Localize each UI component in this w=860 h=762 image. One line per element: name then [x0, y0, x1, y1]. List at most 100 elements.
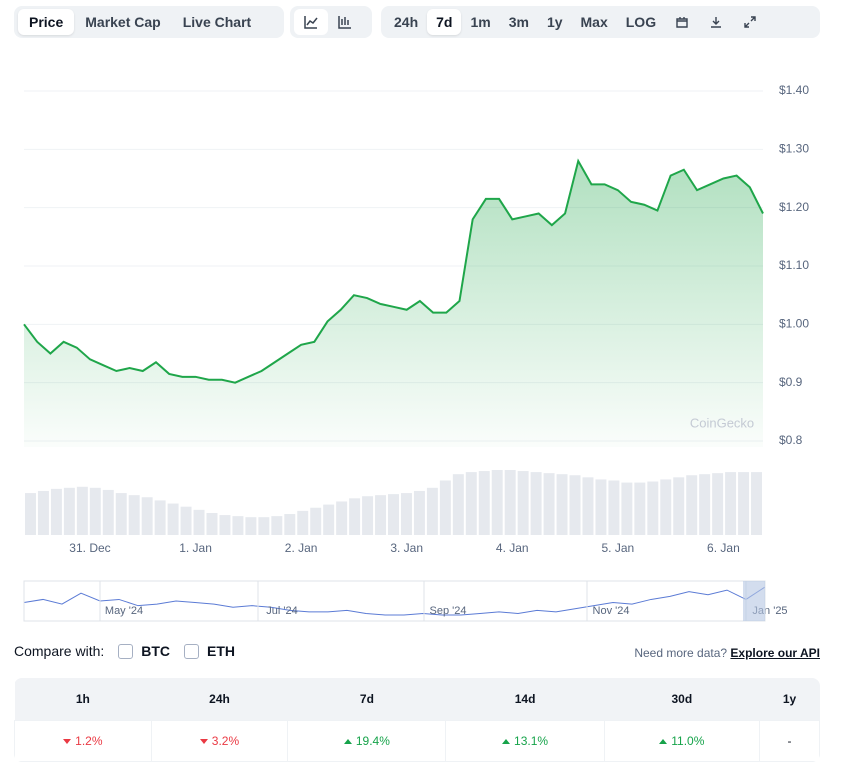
line-icon[interactable]: [294, 9, 328, 35]
compare-label: Compare with:: [14, 643, 105, 659]
x-tick-label: 1. Jan: [179, 541, 212, 555]
range[interactable]: Max: [580, 14, 608, 30]
volume-bar: [154, 500, 166, 535]
icon: [304, 16, 318, 29]
range[interactable]: LOG: [625, 14, 657, 30]
compare-option[interactable]: BTC: [141, 643, 171, 659]
trend-arrow: [63, 739, 72, 745]
checkbox[interactable]: [184, 643, 200, 659]
volume-bar: [595, 479, 607, 535]
column-header: 14d: [445, 678, 605, 721]
volume-bar: [63, 487, 75, 535]
cell: 3.2%: [150, 720, 289, 762]
trend-arrow: [659, 739, 668, 745]
volume-bar: [102, 489, 114, 535]
tool-icon[interactable]: [665, 9, 699, 35]
icon: [711, 17, 722, 28]
volume-bar: [413, 490, 425, 535]
cell: 1.2%: [14, 720, 152, 762]
tab[interactable]: Price: [18, 9, 75, 35]
y-tick-label: $1.10: [779, 258, 809, 272]
volume-bar: [686, 475, 698, 535]
volume-bar: [167, 503, 179, 535]
volume-bar: [608, 480, 620, 535]
price-area: [24, 161, 763, 447]
volume-bar: [310, 507, 322, 535]
cell: 11.0%: [603, 720, 761, 762]
range[interactable]: 24h: [394, 14, 419, 30]
tab[interactable]: Market Cap: [85, 14, 161, 30]
volume-bar: [699, 474, 711, 535]
column-header: 1h: [14, 678, 152, 721]
tool-icon[interactable]: [733, 9, 767, 35]
volume-bar: [673, 477, 685, 535]
x-tick-label: 3. Jan: [390, 541, 423, 555]
trend-arrow: [199, 739, 208, 745]
range[interactable]: 1m: [470, 14, 491, 30]
volume-bar: [180, 506, 192, 535]
volume-bar: [400, 493, 412, 535]
cell-value: 11.0%: [671, 734, 705, 748]
x-tick-label: 31. Dec: [69, 541, 110, 555]
volume-bar: [258, 517, 270, 535]
chart: $0.8 $0.9 $1.00 $1.10 $1.20 $1.30 $1.40 31. Dec…: [23, 83, 809, 622]
tab[interactable]: Live Chart: [182, 14, 252, 30]
y-tick-label: $1.30: [779, 142, 809, 156]
volume-bar: [76, 486, 88, 535]
volume-bar: [297, 510, 309, 535]
range[interactable]: 1y: [546, 14, 563, 30]
column-header: 7d: [287, 678, 446, 721]
volume-bar: [426, 487, 438, 535]
volume-bar: [89, 487, 101, 535]
cell-value: 13.1%: [514, 734, 549, 748]
volume-bar: [517, 471, 529, 535]
volume-bar: [647, 481, 659, 535]
volume-bar: [232, 516, 244, 535]
trend-arrow: [343, 739, 352, 745]
navigator-label: Sep '24: [430, 605, 467, 617]
volume-bar: [336, 501, 348, 535]
candle-icon[interactable]: [328, 9, 362, 35]
volume-bar: [738, 472, 750, 535]
volume-bar: [37, 490, 49, 535]
volume-bar: [375, 495, 387, 535]
tool-icon[interactable]: [699, 9, 733, 35]
icon: [338, 16, 351, 29]
navigator-label: May '24: [105, 605, 143, 617]
range[interactable]: 3m: [508, 14, 529, 30]
volume-bar: [271, 516, 283, 535]
navigator-label: Nov '24: [593, 605, 630, 617]
volume-bar: [25, 493, 36, 535]
volume-bar: [452, 474, 464, 535]
x-tick-label: 4. Jan: [496, 541, 529, 555]
api-link[interactable]: Explore our API: [730, 646, 820, 660]
volume-bar: [465, 472, 477, 535]
cell: -: [759, 720, 820, 762]
volume-bar: [725, 472, 737, 535]
checkbox[interactable]: [118, 643, 134, 659]
cell-value: 19.4%: [355, 734, 390, 748]
x-tick-label: 6. Jan: [707, 541, 740, 555]
volume-bar: [193, 509, 205, 535]
navigator-selection[interactable]: [743, 581, 765, 621]
volume-bar: [50, 488, 62, 535]
x-tick-label: 2. Jan: [285, 541, 318, 555]
volume-bar: [543, 473, 555, 535]
volume-bar: [284, 514, 296, 535]
volume-bar: [491, 470, 503, 535]
volume-bar: [582, 477, 594, 535]
compare-option[interactable]: ETH: [207, 643, 236, 659]
range-tabs: 24h 7d 1m 3m 1y Max LOG: [381, 6, 820, 38]
volume-bar: [504, 470, 516, 535]
cell-value: 3.2%: [211, 734, 240, 748]
range[interactable]: 7d: [427, 9, 462, 35]
column-header: 30d: [604, 678, 760, 721]
volume-bar: [530, 472, 542, 535]
performance-table: 1h 24h 7d 14d 30d 1y 1.2% 3.2% 19.4% 13.1% 11.0% -: [14, 678, 820, 762]
volume-bar: [128, 495, 140, 535]
header-row: 1h 24h 7d 14d 30d 1y: [14, 678, 820, 721]
volume-bar: [115, 493, 127, 535]
api-note: Need more data? Explore our API: [634, 646, 820, 660]
